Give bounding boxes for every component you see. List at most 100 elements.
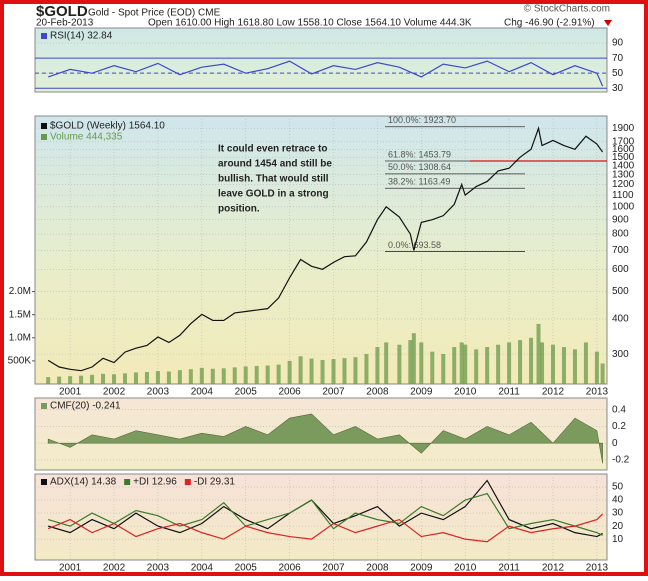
fib-label: 100.0%: 1923.70 — [388, 115, 456, 125]
volume-bar — [166, 371, 171, 384]
y-tick-label: 1700 — [612, 136, 635, 147]
y-tick-label: 1000 — [612, 201, 635, 212]
volume-bar — [430, 351, 435, 384]
volume-bar — [331, 359, 336, 384]
annotation: position. — [218, 204, 260, 215]
y-tick-label: 1300 — [612, 169, 635, 180]
credit: © StockCharts.com — [524, 4, 610, 15]
series-line — [47, 513, 604, 543]
y-tick-label: -0.2 — [612, 455, 630, 466]
volume-bar — [411, 333, 416, 384]
volume-bar — [122, 373, 127, 384]
y-tick-label: 30 — [612, 83, 624, 94]
volume-bar — [572, 349, 577, 384]
annotation: around 1454 and still be — [218, 159, 332, 170]
fib-label: 38.2%: 1163.49 — [388, 177, 450, 187]
x-tick-label: 2001 — [59, 563, 82, 574]
volume-bar — [384, 342, 389, 384]
annotation: bullish. That would still — [218, 174, 329, 185]
symbol: $GOLD — [36, 3, 88, 20]
volume-bar — [353, 357, 358, 384]
volume-bar — [254, 365, 259, 384]
y-tick-label: 1500 — [612, 152, 635, 163]
x-tick-label: 2010 — [454, 563, 477, 574]
y-tick-label: 0.2 — [612, 421, 626, 432]
volume-bar — [342, 358, 347, 384]
x-tick-label: 2003 — [147, 563, 170, 574]
x-tick-label: 2007 — [322, 387, 345, 398]
volume-bar — [397, 344, 402, 384]
volume-bar — [309, 358, 314, 384]
volume-bar — [90, 374, 95, 384]
y-tick-label: 600 — [612, 264, 629, 275]
x-tick-label: 2004 — [191, 387, 214, 398]
volume-bar — [551, 344, 556, 384]
x-tick-label: 2013 — [586, 387, 609, 398]
volume-bar — [188, 369, 193, 384]
volume-bar — [594, 351, 599, 384]
fib-label: 61.8%: 1453.79 — [388, 149, 451, 159]
x-tick-label: 2011 — [498, 387, 520, 398]
y-tick-label: 40 — [612, 495, 624, 506]
series-line — [47, 60, 604, 87]
y-tick-label: 70 — [612, 53, 624, 64]
volume-bar — [221, 368, 226, 384]
volume-bar — [408, 340, 413, 384]
volume-bar — [529, 337, 534, 384]
change: Chg -46.90 (-2.91%) — [504, 18, 595, 29]
legend-swatch — [184, 479, 191, 485]
volume-bar — [507, 342, 512, 384]
volume-bar — [600, 363, 605, 384]
x-tick-label: 2006 — [278, 563, 301, 574]
legend-swatch — [41, 123, 47, 129]
y-tick-label: 900 — [612, 214, 629, 225]
volume-bar — [79, 375, 84, 384]
y-tick-label: 50 — [612, 68, 624, 79]
volume-bar — [232, 367, 237, 384]
y2-tick-label: 1.0M — [9, 332, 31, 343]
legend-label: +DI 12.96 — [133, 477, 177, 488]
volume-bar — [199, 367, 204, 384]
annotation: It could even retrace to — [218, 144, 327, 155]
legend-label: $GOLD (Weekly) 1564.10 — [50, 121, 165, 132]
legend-swatch — [41, 33, 47, 39]
y-tick-label: 1200 — [612, 179, 635, 190]
volume-bar — [320, 359, 325, 384]
volume-bar — [210, 368, 215, 384]
x-tick-label: 2001 — [59, 387, 82, 398]
x-tick-label: 2013 — [586, 563, 609, 574]
x-tick-label: 2004 — [191, 563, 214, 574]
y-tick-label: 0.4 — [612, 404, 626, 415]
volume-bar — [419, 342, 424, 384]
volume-bar — [459, 342, 464, 384]
y-tick-label: 300 — [612, 349, 629, 360]
y-tick-label: 10 — [612, 534, 624, 545]
volume-bar — [375, 347, 380, 384]
fib-label: 0.0%: 693.58 — [388, 240, 441, 250]
description: Gold - Spot Price (EOD) CME — [88, 8, 221, 19]
y-tick-label: 700 — [612, 245, 629, 256]
y-tick-label: 800 — [612, 229, 629, 240]
legend-label: -DI 29.31 — [194, 477, 236, 488]
volume-bar — [518, 340, 523, 384]
volume-bar — [540, 342, 545, 384]
annotation: leave GOLD in a strong — [218, 189, 329, 200]
x-tick-label: 2010 — [454, 387, 477, 398]
y-tick-label: 1900 — [612, 123, 635, 134]
volume-bar — [298, 356, 303, 384]
y2-tick-label: 1.5M — [9, 309, 31, 320]
area — [47, 413, 603, 464]
volume-bar — [287, 360, 292, 384]
x-tick-label: 2012 — [542, 563, 565, 574]
x-tick-label: 2012 — [542, 387, 565, 398]
volume-bar — [463, 344, 468, 384]
volume-bar — [101, 373, 106, 384]
y-tick-label: 1100 — [612, 190, 634, 201]
legend-swatch — [41, 134, 47, 140]
x-tick-label: 2007 — [322, 563, 345, 574]
legend-label: CMF(20) -0.241 — [50, 401, 121, 412]
volume-bar — [155, 371, 160, 384]
series-line — [47, 126, 604, 372]
